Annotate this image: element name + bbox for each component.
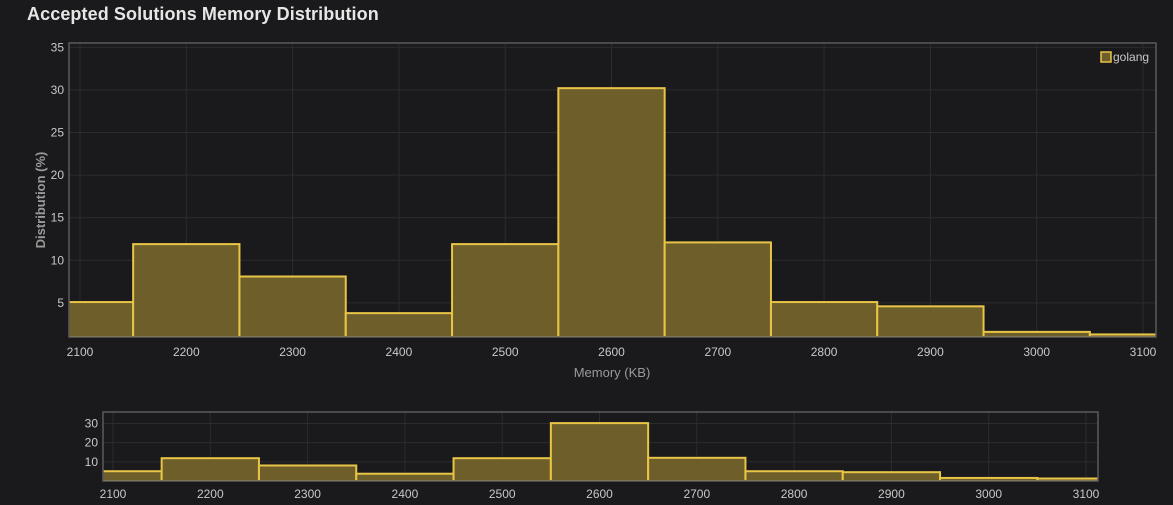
y-tick-label: 5 [57, 296, 64, 310]
navigator-x-tick-label: 3100 [1073, 487, 1100, 501]
histogram-bar[interactable] [238, 275, 347, 337]
plot-frame [68, 42, 1157, 338]
navigator-x-tick-label: 2200 [197, 487, 224, 501]
navigator-bar [841, 471, 942, 481]
y-tick-label: 20 [51, 168, 65, 182]
y-tick-label: 35 [51, 40, 65, 54]
x-tick-label: 3000 [1023, 345, 1050, 359]
y-axis-label: Distribution (%) [33, 152, 48, 249]
x-tick-label: 2500 [492, 345, 519, 359]
chart-title: Accepted Solutions Memory Distribution [27, 4, 379, 24]
x-tick-label: 2800 [811, 345, 838, 359]
legend-label: golang [1113, 50, 1149, 64]
histogram-bar[interactable] [451, 243, 560, 337]
navigator-x-tick-label: 2900 [878, 487, 905, 501]
x-tick-label: 2700 [704, 345, 731, 359]
navigator-plot[interactable]: 10 20 30 2100 2200 2300 2400 2500 2600 2700 2800 29… [64, 411, 1134, 501]
histogram-bar[interactable] [876, 305, 985, 337]
navigator-x-tick-label: 2400 [392, 487, 419, 501]
histogram-bar[interactable] [557, 87, 666, 337]
x-axis-label: Memory (KB) [574, 365, 651, 380]
main-plot: 5 10 15 20 25 30 35 2100 2200 2300 2400 2500 2600 270… [27, 40, 1173, 380]
navigator-bar [160, 457, 260, 481]
navigator-frame[interactable] [102, 411, 1099, 482]
navigator-bars-group [103, 422, 1098, 481]
navigator-x-tick-label: 2600 [586, 487, 613, 501]
histogram-bar[interactable] [663, 241, 772, 337]
navigator-x-tick-label: 2700 [683, 487, 710, 501]
navigator-bar [257, 464, 358, 481]
x-tick-label: 3100 [1130, 345, 1157, 359]
histogram-bar[interactable] [982, 330, 1091, 337]
x-tick-label: 2100 [67, 345, 94, 359]
navigator-bar [103, 470, 163, 481]
x-tick-label: 2300 [279, 345, 306, 359]
y-tick-label: 30 [51, 83, 65, 97]
legend[interactable]: golang [1100, 50, 1149, 64]
histogram-bar[interactable] [27, 301, 135, 337]
navigator-bar [549, 422, 650, 481]
legend-swatch [1100, 51, 1112, 63]
navigator-x-tick-label: 2300 [294, 487, 321, 501]
navigator-bar [647, 456, 747, 481]
y-tick-label: 15 [51, 211, 65, 225]
y-tick-label: 25 [51, 125, 65, 139]
navigator-y-tick-label: 30 [85, 417, 99, 431]
navigator-y-tick-label: 10 [85, 455, 99, 469]
navigator-x-tick-label: 3000 [975, 487, 1002, 501]
x-tick-label: 2600 [598, 345, 625, 359]
x-tick-label: 2400 [386, 345, 413, 359]
navigator-bar [452, 457, 552, 481]
navigator-x-tick-label: 2500 [489, 487, 516, 501]
histogram-bar[interactable] [344, 312, 454, 337]
navigator-bar [355, 472, 455, 481]
navigator-x-tick-label: 2100 [100, 487, 127, 501]
histogram-bar[interactable] [1088, 333, 1173, 337]
navigator-y-tick-label: 20 [85, 436, 99, 450]
bars-group [27, 87, 1173, 337]
histogram-bar[interactable] [132, 243, 241, 337]
y-tick-label: 10 [51, 253, 65, 267]
navigator-bar [744, 470, 844, 481]
x-tick-label: 2200 [173, 345, 200, 359]
navigator-x-tick-label: 2800 [781, 487, 808, 501]
histogram-bar[interactable] [769, 301, 879, 337]
x-tick-label: 2900 [917, 345, 944, 359]
